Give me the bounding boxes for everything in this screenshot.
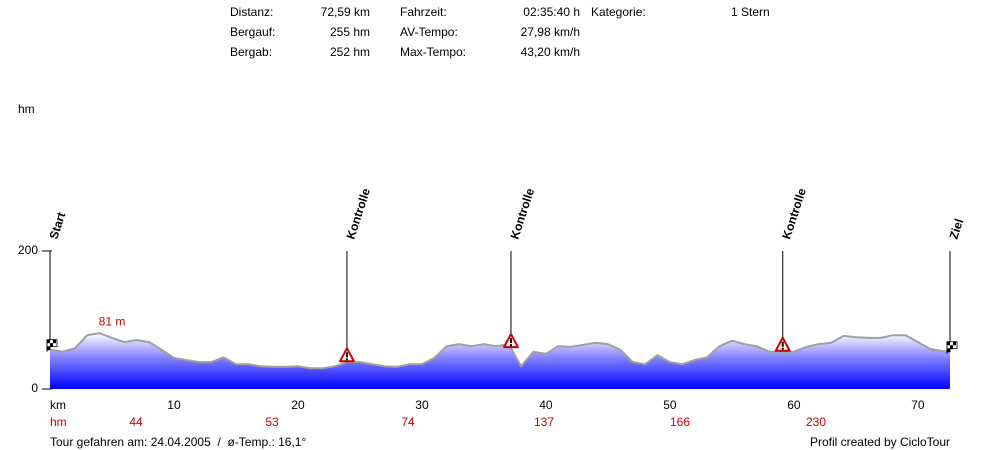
x-axis-label: km bbox=[50, 398, 66, 412]
flag-check bbox=[53, 339, 56, 344]
climb-value: 74 bbox=[401, 415, 415, 429]
warning-bang bbox=[781, 341, 784, 347]
flag-check bbox=[47, 339, 50, 344]
marker-label: Ziel bbox=[947, 217, 967, 241]
y-tick-label: 0 bbox=[31, 381, 38, 395]
stat-label: Max-Tempo: bbox=[400, 45, 466, 59]
stat-value: 02:35:40 h bbox=[523, 5, 580, 19]
y-tick-label: 200 bbox=[18, 243, 38, 257]
y-axis-label: hm bbox=[18, 102, 35, 116]
climb-value: 53 bbox=[265, 415, 279, 429]
stat-value: 72,59 km bbox=[321, 5, 370, 19]
stat-value: 27,98 km/h bbox=[521, 25, 580, 39]
stat-label: Kategorie: bbox=[591, 5, 646, 19]
flag-check bbox=[950, 345, 953, 349]
stat-label: Bergauf: bbox=[230, 25, 275, 39]
stat-label: AV-Tempo: bbox=[400, 25, 458, 39]
stat-value: 43,20 km/h bbox=[521, 45, 580, 59]
x-tick-label: 40 bbox=[539, 398, 553, 412]
x-tick-label: 70 bbox=[911, 398, 925, 412]
stat-value: 252 hm bbox=[330, 45, 370, 59]
profile-area bbox=[50, 333, 950, 389]
x-tick-label: 30 bbox=[415, 398, 429, 412]
footer-left: Tour gefahren am: 24.04.2005 / ø-Temp.: … bbox=[50, 435, 306, 449]
stat-label: Distanz: bbox=[230, 5, 273, 19]
marker-icon bbox=[338, 347, 355, 363]
warning-dot bbox=[509, 344, 512, 347]
x-tick-label: 50 bbox=[663, 398, 677, 412]
warning-bang bbox=[509, 338, 512, 344]
flag-check bbox=[947, 348, 950, 353]
flag-check bbox=[947, 341, 950, 346]
stat-value: 255 hm bbox=[330, 25, 370, 39]
marker-label: Kontrolle bbox=[508, 186, 538, 241]
marker-icon bbox=[46, 339, 58, 352]
climb-value: 137 bbox=[534, 415, 554, 429]
climb-value: 230 bbox=[806, 415, 826, 429]
marker-label: Start bbox=[47, 211, 69, 241]
max-label: 81 m bbox=[99, 314, 126, 328]
warning-dot bbox=[345, 358, 348, 361]
profile-line bbox=[49, 332, 951, 370]
climb-value: 166 bbox=[670, 415, 690, 429]
footer-right: Profil created by CicloTour bbox=[810, 435, 950, 449]
climb-value: 44 bbox=[129, 415, 143, 429]
marker-label: Kontrolle bbox=[343, 186, 373, 241]
flag-check bbox=[953, 341, 956, 346]
x-tick-label: 10 bbox=[167, 398, 181, 412]
warning-dot bbox=[781, 347, 784, 350]
x-tick-label: 60 bbox=[787, 398, 801, 412]
marker-icon bbox=[946, 341, 958, 354]
stat-value: 1 Stern bbox=[731, 5, 770, 19]
stat-label: Bergab: bbox=[230, 45, 272, 59]
climb-label: hm bbox=[50, 415, 67, 429]
marker-label: Kontrolle bbox=[779, 186, 809, 241]
flag-check bbox=[47, 346, 50, 351]
flag-check bbox=[50, 343, 53, 347]
marker-icon bbox=[774, 336, 791, 352]
warning-bang bbox=[345, 352, 348, 358]
marker-icon bbox=[502, 333, 519, 349]
x-tick-label: 20 bbox=[291, 398, 305, 412]
stat-label: Fahrzeit: bbox=[400, 5, 447, 19]
